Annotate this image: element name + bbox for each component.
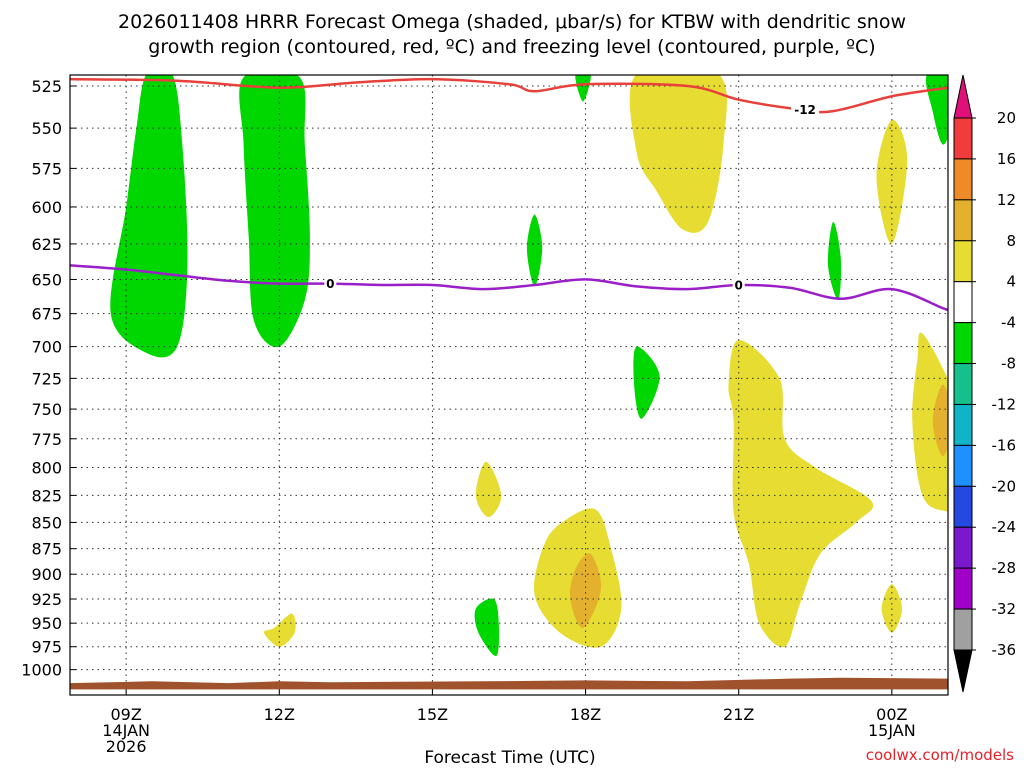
colorbar-bin--36--32 (953, 608, 973, 651)
omega-shade-green-fleck-17z (526, 214, 543, 287)
colorbar-bin--8--4 (953, 322, 973, 365)
colorbar-label-12: 12 (997, 191, 1016, 209)
chart-title-line-2: growth region (contoured, red, ºC) and f… (148, 36, 875, 58)
x-tick-label-21Z: 21Z (723, 705, 754, 724)
y-tick-label-900: 900 (31, 565, 62, 584)
colorbar-label--24: -24 (992, 518, 1017, 536)
plot-background (70, 75, 948, 695)
colorbar-label-20: 20 (997, 109, 1016, 127)
plot-area: -12 0 0 525 550 575 600 625 650 675 700 725 750 775 80… (21, 74, 949, 756)
y-tick-label-800: 800 (31, 459, 62, 478)
omega-shade-green-column-a (110, 75, 188, 358)
omega-shade-yellow-right (912, 332, 948, 512)
colorbar-bin--4-4 (953, 281, 973, 324)
y-tick-label-1000: 1000 (21, 661, 62, 680)
colorbar-bin-16-20 (953, 117, 973, 160)
omega-shade-orange-18z (569, 553, 602, 628)
x-tick-sublabel-09Z-0: 14JAN (102, 721, 150, 740)
freezing-level-contour-label-0: 0 (326, 277, 334, 291)
plot-frame (69, 74, 949, 696)
freezing-level-contour-label-bg-0 (324, 276, 337, 291)
colorbar-bin-8-12 (953, 199, 973, 242)
colorbar-label--20: -20 (992, 477, 1017, 495)
omega-shade-orange-right (932, 384, 948, 457)
colorbar-bin--20--16 (953, 444, 973, 487)
y-tick-label-650: 650 (31, 270, 62, 289)
freezing-level-contour-label-bg-1 (732, 278, 745, 293)
omega-shade-yellow-830 (475, 461, 502, 518)
colorbar-label--16: -16 (992, 436, 1017, 454)
y-tick-label-550: 550 (31, 119, 62, 138)
omega-shade-yellow-central (728, 340, 874, 648)
colorbar-bin--16--12 (953, 403, 973, 446)
x-tick-label-15Z: 15Z (417, 705, 448, 724)
y-tick-label-675: 675 (31, 305, 62, 324)
y-tick-label-775: 775 (31, 430, 62, 449)
chart-title-line-1: 2026011408 HRRR Forecast Omega (shaded, … (118, 11, 906, 33)
colorbar-bin-4-8 (953, 240, 973, 283)
omega-shade-yellow-575 (876, 119, 908, 244)
colorbar-bottom-arrow (953, 649, 973, 693)
y-tick-label-575: 575 (31, 159, 62, 178)
colorbar-bin-12-16 (953, 158, 973, 201)
x-tick-label-09Z: 09Z (110, 705, 141, 724)
dgz-contour-label-bg-0 (791, 102, 820, 117)
omega-shade-yellow-940-00z (881, 584, 903, 633)
x-tick-label-18Z: 18Z (570, 705, 601, 724)
y-tick-label-600: 600 (31, 198, 62, 217)
y-tick-label-925: 925 (31, 590, 62, 609)
terrain-band (70, 677, 948, 690)
y-tick-label-725: 725 (31, 369, 62, 388)
colorbar-label--4: -4 (1001, 314, 1016, 332)
omega-shade-green-710 (633, 346, 660, 419)
omega-shade-green-fleck-2245 (827, 221, 842, 301)
y-tick-label-750: 750 (31, 400, 62, 419)
omega-shade-green-column-b (239, 75, 310, 348)
colorbar-label-4: 4 (1006, 273, 1016, 291)
x-tick-sublabel-00Z-0: 15JAN (868, 721, 916, 740)
y-tick-label-950: 950 (31, 614, 62, 633)
colorbar-bin--32--28 (953, 567, 973, 610)
omega-shade-green-top-18z (575, 75, 591, 102)
freezing-level-contour-label-1: 0 (735, 279, 743, 293)
colorbar-bin--24--20 (953, 485, 973, 528)
colorbar-label-8: 8 (1006, 232, 1016, 250)
y-tick-label-825: 825 (31, 486, 62, 505)
y-tick-label-525: 525 (31, 77, 62, 96)
plot-content: -12 0 0 (70, 75, 948, 695)
y-tick-label-850: 850 (31, 513, 62, 532)
colorbar-bin--28--24 (953, 526, 973, 569)
x-tick-label-00Z: 00Z (876, 705, 907, 724)
colorbar-label-16: 16 (997, 150, 1016, 168)
source-credit: coolwx.com/models (866, 746, 1014, 764)
colorbar-label--12: -12 (992, 395, 1017, 413)
freezing-level-contour-line (70, 264, 948, 312)
colorbar-label--36: -36 (992, 641, 1017, 659)
omega-shade-green-top-0030 (925, 75, 948, 145)
x-tick-sublabel-09Z-1: 2026 (106, 737, 147, 756)
y-tick-label-875: 875 (31, 540, 62, 559)
colorbar-top-arrow (953, 74, 973, 119)
y-tick-label-700: 700 (31, 338, 62, 357)
colorbar-label--28: -28 (992, 559, 1017, 577)
colorbar-label--8: -8 (1001, 355, 1016, 373)
colorbar: 20 16 12 8 4 -4 -8 -12 -16 -20 -24 -28 -32 -36 (953, 74, 1017, 693)
omega-shade-yellow-955 (263, 613, 296, 647)
omega-shade-yellow-upper (629, 75, 727, 233)
omega-shade-green-950 (474, 598, 500, 657)
colorbar-label--32: -32 (992, 600, 1017, 618)
colorbar-bin--12--8 (953, 363, 973, 405)
y-tick-label-975: 975 (31, 638, 62, 657)
y-tick-label-625: 625 (31, 235, 62, 254)
x-axis-label: Forecast Time (UTC) (424, 748, 595, 768)
x-tick-label-12Z: 12Z (264, 705, 295, 724)
dgz-contour-label-0: -12 (794, 103, 816, 117)
